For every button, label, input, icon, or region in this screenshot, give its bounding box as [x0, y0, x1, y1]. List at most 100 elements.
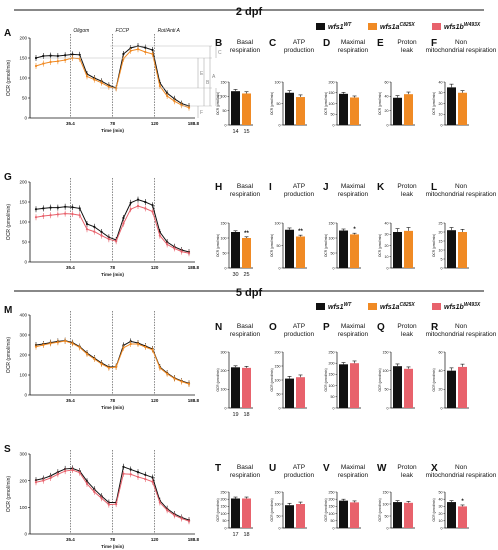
bar: [350, 502, 359, 528]
data-point: [100, 230, 103, 234]
y-tick-label: 0: [387, 526, 389, 530]
data-point: [129, 201, 132, 204]
data-point: [166, 243, 169, 246]
bar: [296, 377, 305, 408]
data-point: [71, 468, 74, 472]
y-axis-label: OCR (pmol/min): [432, 368, 436, 391]
bar-chart-title: Proton leak: [397, 464, 417, 479]
y-tick-label: 0: [24, 532, 27, 537]
legend-label: wfs1WT: [328, 302, 352, 311]
legend-label-sup: W493X: [464, 22, 481, 28]
panel-letter: X: [431, 463, 438, 474]
data-point: [49, 60, 52, 64]
data-point: [173, 514, 176, 517]
legend-label: wfs1bW493X: [444, 22, 481, 31]
data-point: [100, 81, 103, 84]
x-tick-label: 120: [151, 265, 159, 270]
legend-label: wfs1WT: [328, 22, 352, 31]
data-point: [64, 339, 67, 343]
y-axis-label: OCR (pmol/min): [432, 498, 436, 521]
data-point: [144, 50, 147, 54]
data-point: [56, 60, 59, 63]
injection-label: Oligom: [73, 28, 89, 34]
bar-chart-title: Non mitochondrial respiration: [426, 323, 497, 338]
bar-chart-title: Maximal respiration: [338, 464, 369, 479]
y-tick-label: 30: [385, 233, 389, 237]
y-axis-label: OCR (pmol/min): [216, 368, 220, 391]
bar-chart-title: Maximal respiration: [338, 323, 369, 338]
y-tick-label: 150: [19, 56, 27, 61]
y-tick-label: 100: [19, 373, 27, 378]
bar: [447, 87, 456, 125]
bar: [404, 368, 413, 408]
injection-label: FCCP: [116, 28, 130, 34]
data-point: [180, 517, 183, 520]
data-point: [129, 468, 132, 471]
y-axis-label: OCR (pmol/min): [432, 234, 436, 257]
bar-chart-title: Non mitochondrial respiration: [426, 39, 497, 54]
data-point: [173, 100, 176, 103]
bar-chart-title: Basal respiration: [230, 323, 261, 338]
bar: [350, 234, 359, 268]
guide-letter: F: [200, 110, 203, 116]
y-tick-label: 0: [387, 266, 389, 270]
data-point: [71, 206, 74, 209]
y-tick-label: 50: [22, 96, 28, 101]
bar-chart-title: ATP production: [284, 464, 315, 479]
bar-chart-d: D Maximal respiration 0 50 100 150 200 OCR (pmol…: [323, 38, 369, 127]
y-tick-label: 100: [221, 512, 227, 516]
y-axis-label: OCR (pmol/min): [270, 234, 274, 257]
y-tick-label: 150: [383, 350, 389, 354]
data-point: [173, 247, 176, 250]
data-point: [151, 52, 154, 56]
data-point: [129, 208, 132, 211]
panel-letter: A: [4, 28, 11, 39]
bar-chart-title: Maximal respiration: [338, 183, 369, 198]
y-tick-label: 20: [439, 230, 443, 234]
data-point: [129, 342, 132, 346]
bar: [404, 502, 413, 528]
series-line-wt: [35, 466, 190, 521]
y-tick-label: 50: [331, 395, 335, 399]
y-tick-label: 0: [279, 406, 281, 410]
y-tick-label: 20: [385, 109, 389, 113]
data-point: [85, 352, 89, 356]
y-tick-label: 150: [19, 200, 27, 205]
y-axis-label: OCR (pmol/min): [6, 204, 12, 240]
series-line-c825x: [35, 340, 190, 385]
data-point: [100, 497, 103, 500]
legend-label-sup: WT: [344, 302, 353, 308]
y-tick-label: 150: [329, 91, 335, 95]
y-tick-label: 10: [439, 113, 443, 117]
bar-chart-title: Basal respiration: [230, 39, 261, 54]
y-tick-label: 150: [329, 221, 335, 225]
data-point: [42, 54, 45, 58]
panel-letter: I: [269, 182, 272, 193]
y-tick-label: 150: [329, 373, 335, 377]
y-axis-label: OCR (pmol/min): [270, 498, 274, 521]
bar: [231, 232, 240, 268]
data-point: [122, 216, 125, 220]
x-tick-label: 35.4: [66, 121, 75, 126]
panel-letter: S: [4, 444, 11, 455]
y-tick-label: 300: [221, 350, 227, 354]
panel-letter: R: [431, 322, 439, 333]
x-tick-label: 35.4: [66, 265, 75, 270]
data-point: [42, 207, 45, 210]
y-tick-label: 40: [439, 80, 443, 84]
data-point: [64, 469, 67, 473]
data-point: [151, 348, 154, 351]
y-tick-label: 250: [221, 490, 227, 494]
y-axis-label: OCR (pmol/min): [378, 234, 382, 257]
bar: [447, 502, 456, 528]
data-point: [64, 212, 67, 215]
data-point: [144, 200, 147, 204]
panel-letter: K: [377, 182, 385, 193]
bar: [393, 502, 402, 528]
x-tick-label: 188.8: [188, 398, 200, 403]
y-axis-label: OCR (pmol/min): [324, 234, 328, 257]
y-tick-label: 20: [439, 388, 443, 392]
data-point: [187, 520, 191, 523]
bar: [296, 236, 305, 268]
